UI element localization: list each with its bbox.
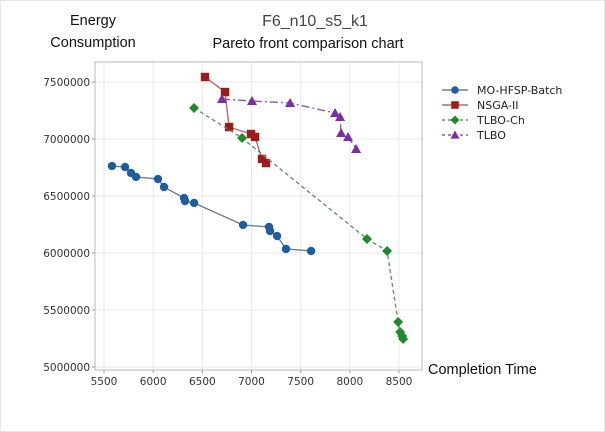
data-point-tlbo-ch [362, 233, 373, 244]
x-tick-label: 6500 [189, 376, 216, 388]
legend-label-tlbo: TLBO [476, 129, 506, 142]
legend-marker-tlbo-ch [450, 115, 460, 125]
data-point-mo-hfsp-batch [107, 161, 117, 171]
data-point-nsga-ii [220, 87, 230, 97]
y-tick-label: 6000000 [43, 248, 90, 260]
data-point-tlbo [217, 93, 227, 103]
data-point-mo-hfsp-batch [265, 226, 275, 236]
x-tick-label: 8000 [336, 376, 363, 388]
plot-border [94, 61, 423, 371]
legend-label-mo-hfsp-batch: MO-HFSP-Batch [477, 84, 562, 97]
x-tick-label: 7000 [238, 376, 265, 388]
data-point-tlbo [343, 131, 354, 141]
y-tick-label: 7500000 [43, 77, 90, 89]
legend-marker-mo-hfsp-batch [451, 86, 459, 94]
data-point-tlbo-ch [237, 132, 248, 143]
y-tick-label: 7000000 [43, 134, 90, 146]
data-point-nsga-ii [224, 122, 234, 132]
x-tick-label: 5500 [91, 376, 118, 388]
data-point-nsga-ii [261, 158, 271, 168]
data-point-tlbo [246, 96, 257, 106]
y-tick-label: 5000000 [43, 362, 90, 374]
x-tick-label: 7500 [287, 376, 314, 388]
x-tick-label: 6000 [140, 376, 167, 388]
data-point-tlbo [336, 127, 347, 137]
data-point-tlbo-ch [189, 102, 200, 113]
x-tick-label: 8500 [386, 376, 413, 388]
legend-label-tlbo-ch: TLBO-Ch [476, 114, 525, 127]
data-point-tlbo-ch [393, 316, 404, 327]
data-point-nsga-ii [200, 72, 210, 82]
data-point-mo-hfsp-batch [306, 246, 316, 256]
legend-label-nsga-ii: NSGA-II [477, 99, 518, 112]
data-point-tlbo [351, 144, 362, 154]
data-point-mo-hfsp-batch [272, 231, 282, 241]
chart-subtitle: Pareto front comparison chart [212, 36, 404, 52]
chart-title: F6_n10_s5_k1 [262, 13, 368, 30]
data-point-tlbo-ch [382, 245, 393, 256]
legend-marker-nsga-ii [451, 101, 459, 109]
data-point-mo-hfsp-batch [159, 182, 169, 192]
data-point-mo-hfsp-batch [153, 174, 163, 184]
data-point-mo-hfsp-batch [189, 198, 199, 208]
data-point-tlbo [330, 108, 341, 118]
data-point-mo-hfsp-batch [281, 244, 291, 254]
data-point-mo-hfsp-batch [238, 220, 248, 230]
data-point-tlbo-ch [398, 333, 409, 344]
x-axis-label: Completion Time [428, 362, 537, 378]
y-axis-label: Energy Consumption [50, 13, 136, 51]
data-point-mo-hfsp-batch [120, 162, 130, 172]
y-tick-label: 5500000 [43, 305, 90, 317]
data-point-mo-hfsp-batch [180, 196, 190, 206]
plot-area [94, 61, 423, 371]
data-point-tlbo [285, 97, 296, 107]
data-point-mo-hfsp-batch [131, 172, 141, 182]
data-point-nsga-ii [250, 132, 260, 142]
legend-marker-tlbo [450, 130, 460, 139]
data-point-tlbo [335, 111, 346, 121]
series-line-tlbo-ch [193, 107, 404, 340]
y-tick-label: 6500000 [43, 191, 90, 203]
